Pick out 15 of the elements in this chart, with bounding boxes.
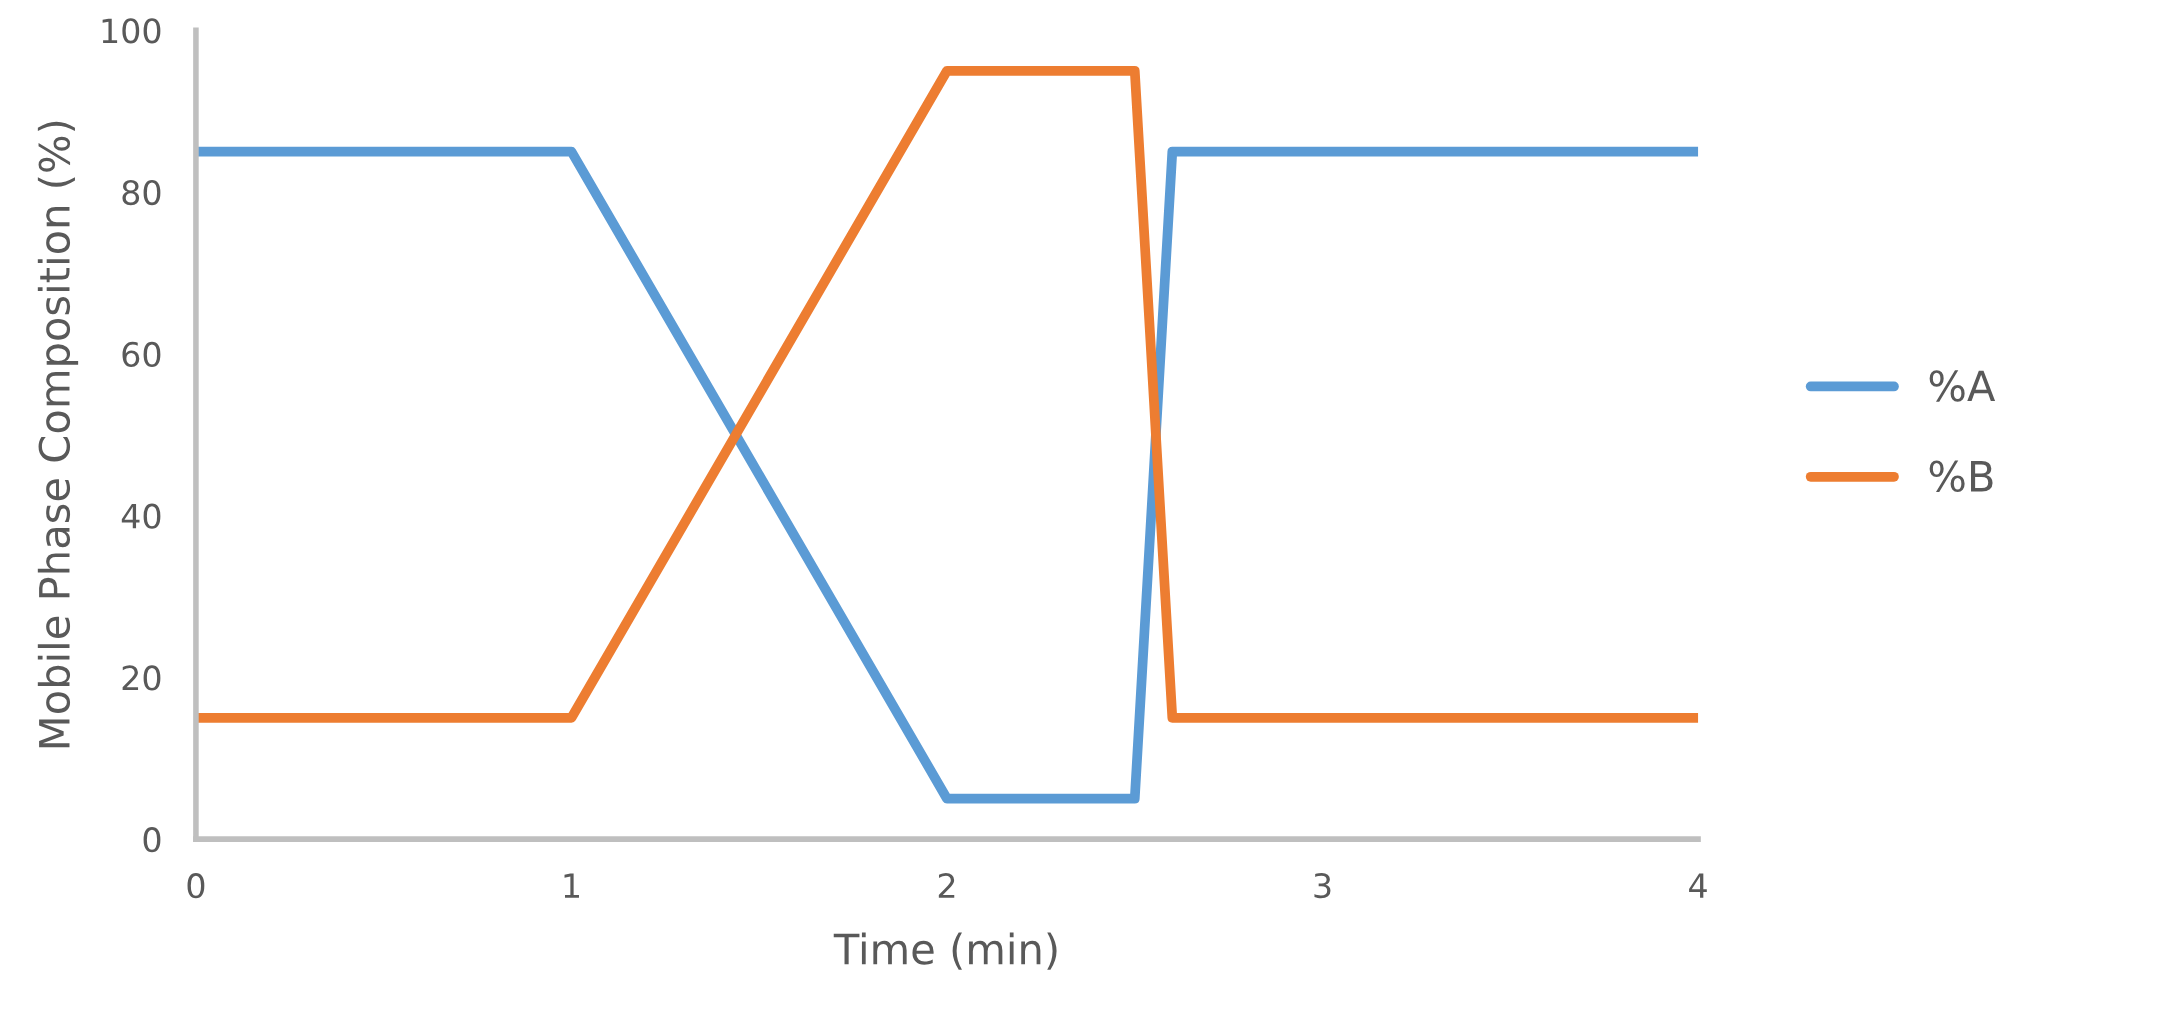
x-tick-label: 3 [1314, 873, 1331, 899]
x-tick-label: 1 [564, 873, 579, 898]
y-tick-label: 60 [122, 341, 161, 367]
y-tick-label: 0 [143, 827, 161, 853]
y-tick-label: 20 [122, 665, 161, 691]
legend-label: %A [1929, 370, 1996, 402]
x-tick-label: 2 [938, 873, 955, 898]
y-tick-label: 40 [121, 503, 161, 529]
x-axis-title: Time (min) [833, 932, 1057, 970]
legend-label: %B [1929, 460, 1993, 492]
y-tick-label: 100 [102, 18, 161, 44]
x-tick-label: 4 [1689, 873, 1707, 898]
y-axis-title: Mobile Phase Composition (%) [37, 121, 79, 748]
y-tick-label: 80 [122, 180, 161, 206]
x-tick-label: 0 [187, 873, 205, 899]
